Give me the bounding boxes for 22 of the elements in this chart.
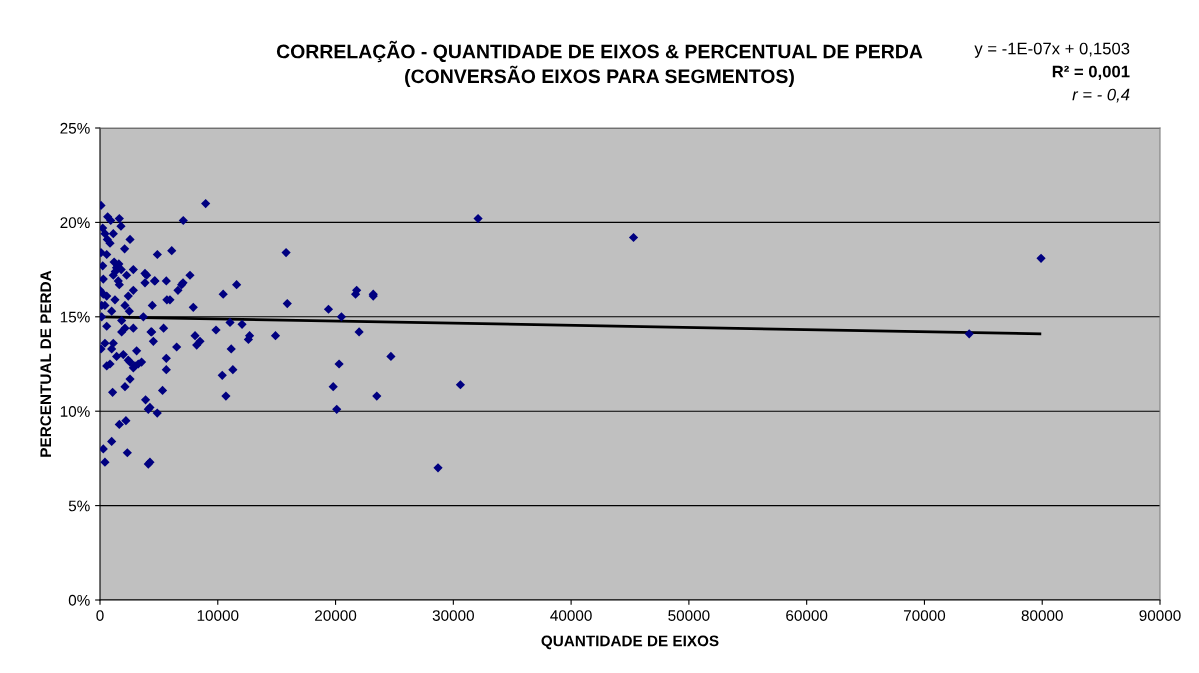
chart-title: CORRELAÇÃO - QUANTIDADE DE EIXOS & PERCENTUAL DE PERDA (CONVERSÃO EIXOS PARA SEGMENTOS): [276, 40, 923, 88]
x-axis-title: QUANTIDADE DE EIXOS: [541, 635, 719, 650]
x-tick-label: 50000: [668, 610, 710, 621]
x-tick-label: 90000: [1139, 610, 1181, 621]
y-tick-label: 0%: [68, 594, 90, 606]
y-tick-label: 5%: [68, 500, 90, 512]
y-tick-label: 15%: [60, 311, 90, 323]
text: R² = 0,001: [1052, 65, 1130, 80]
y-tick-label: 25%: [60, 122, 90, 134]
text: y = -1E-07x + 0,1503: [974, 42, 1130, 58]
x-tick-label: 0: [96, 610, 104, 621]
y-axis-title: PERCENTUAL DE PERDA: [40, 270, 52, 457]
x-tick-label: 10000: [197, 610, 239, 621]
x-tick-label: 70000: [903, 610, 946, 621]
y-tick-label: 20%: [60, 217, 90, 229]
x-tick-label: 80000: [1021, 610, 1063, 621]
y-tick-label: 10%: [60, 406, 90, 417]
x-tick-label: 20000: [315, 610, 357, 621]
x-tick-label: 40000: [550, 610, 592, 621]
x-tick-label: 60000: [786, 610, 828, 621]
x-tick-label: 30000: [432, 610, 474, 621]
text: r = - 0,4: [1072, 88, 1130, 103]
